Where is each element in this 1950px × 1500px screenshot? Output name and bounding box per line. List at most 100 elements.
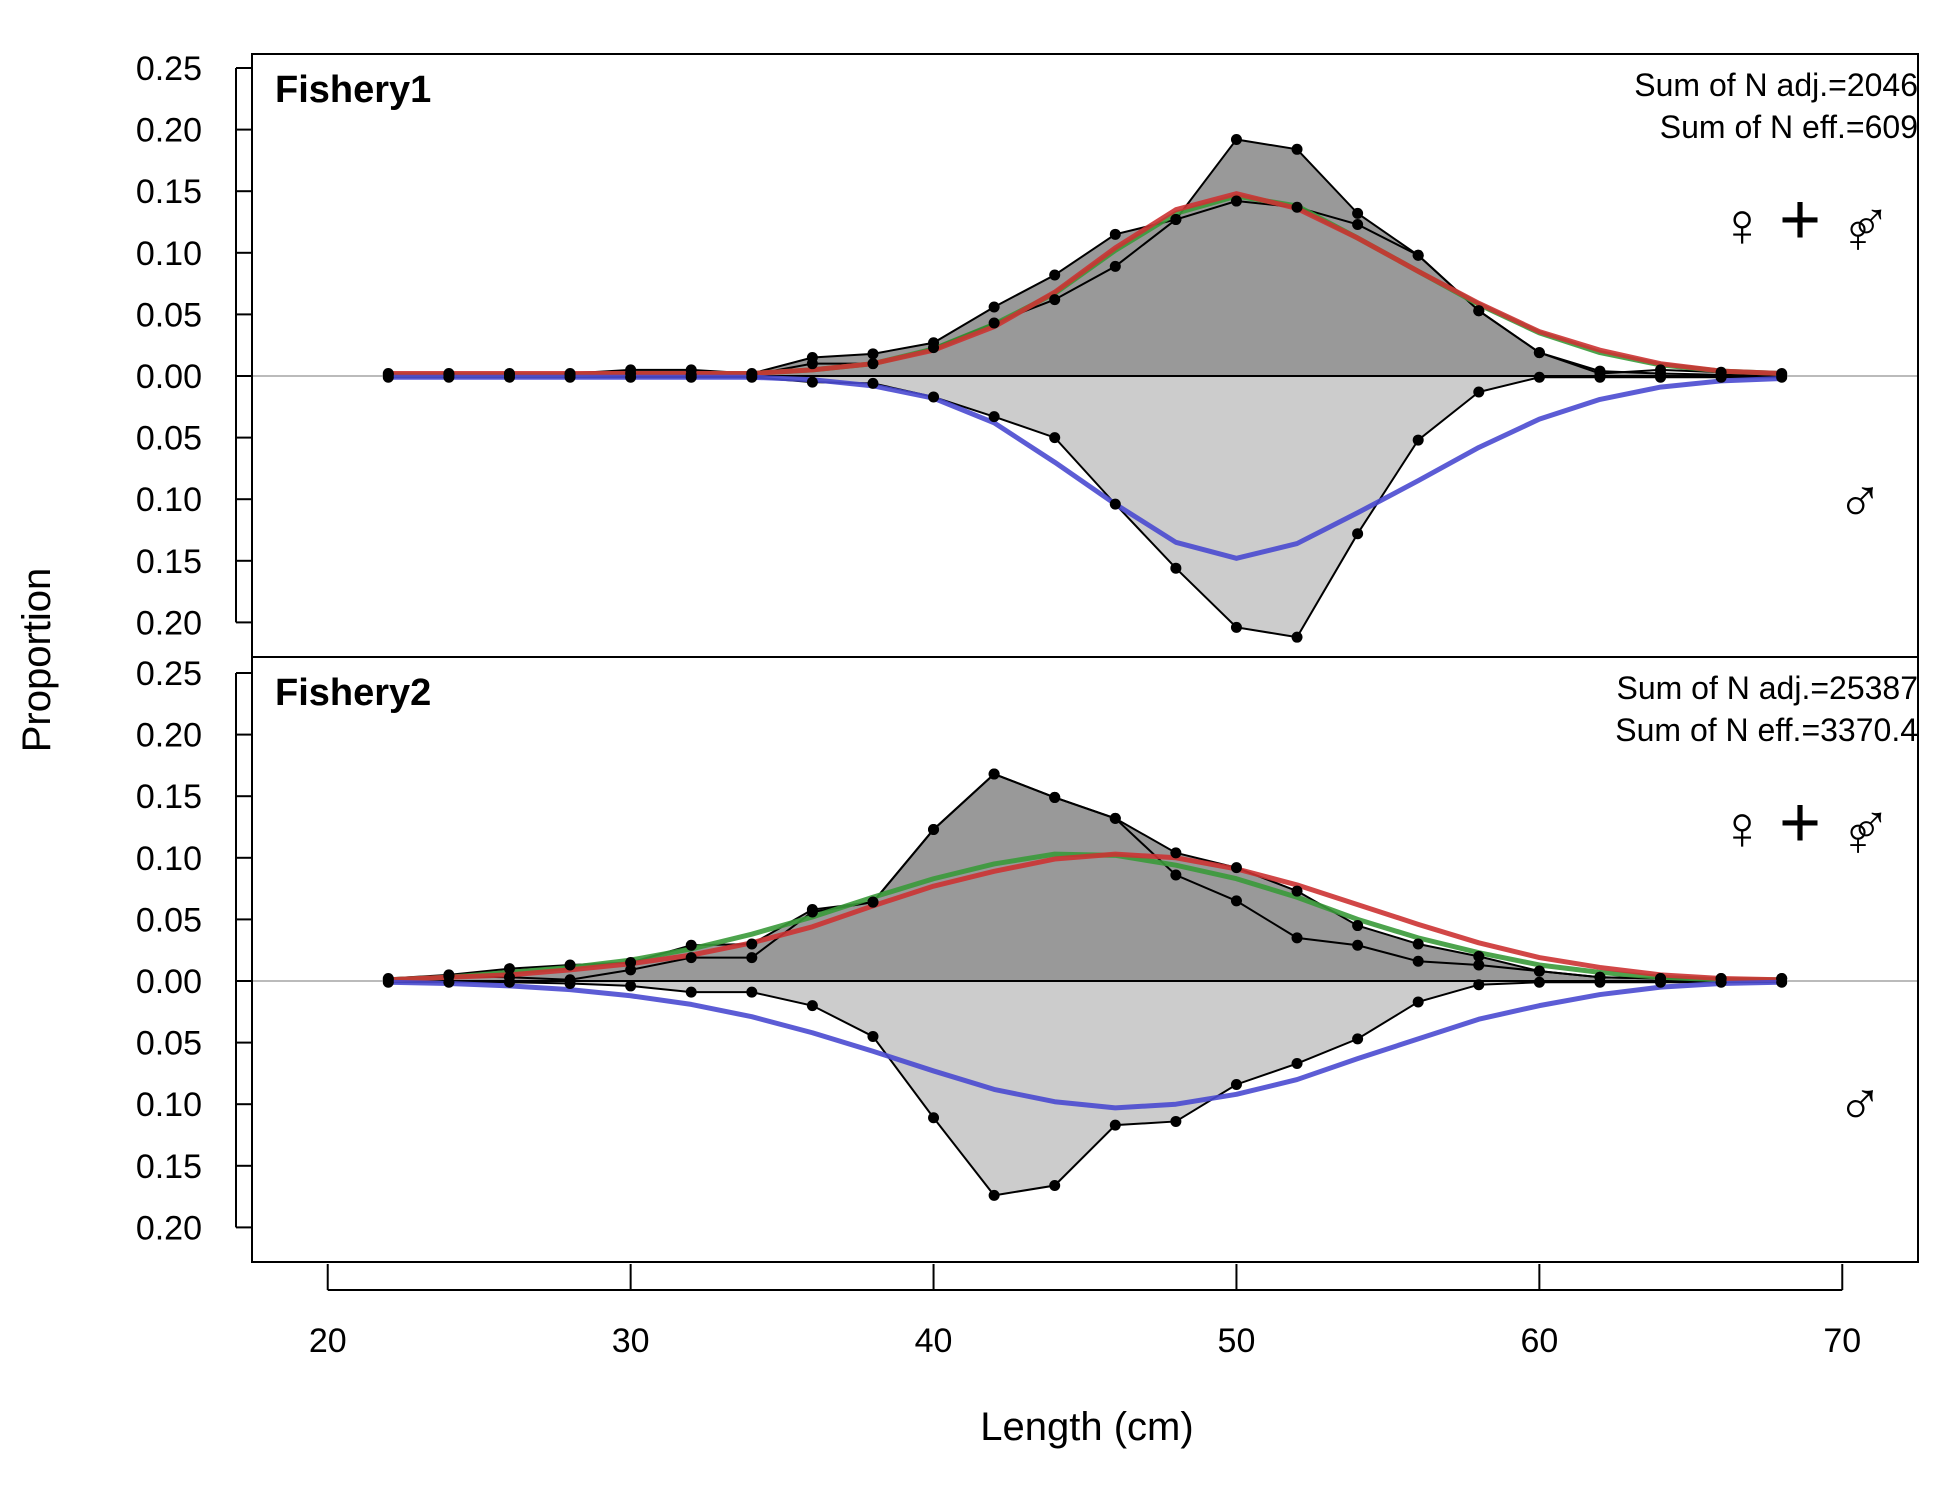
x-tick-label: 40: [915, 1322, 953, 1360]
female-observed-point: [1533, 965, 1545, 977]
sum-n-adj: Sum of N adj.=25387: [1616, 670, 1918, 706]
female-observed-point: [1473, 959, 1485, 971]
x-tick-label: 60: [1520, 1322, 1558, 1360]
male-observed-point: [1715, 371, 1727, 383]
plus-symbol-icon: +: [1779, 180, 1821, 260]
male-observed-point: [746, 986, 758, 998]
female-observed-point: [988, 317, 1000, 329]
y-tick-label: 0.20: [136, 717, 202, 755]
x-tick-label: 50: [1218, 1322, 1256, 1360]
female-observed-point: [1049, 294, 1061, 306]
panel-border: [251, 656, 1919, 1263]
male-observed-point: [1655, 371, 1667, 383]
female-observed-point: [928, 823, 940, 835]
female-observed-point: [1412, 955, 1424, 967]
panel-title: Fishery2: [275, 672, 431, 714]
male-observed-area: [388, 981, 1782, 1196]
female-observed-point: [988, 768, 1000, 780]
female-observed-point: [988, 301, 1000, 313]
male-observed-point: [443, 976, 455, 988]
male-observed-point: [1049, 432, 1061, 444]
female-observed-point: [1412, 938, 1424, 950]
male-observed-point: [928, 1112, 940, 1124]
male-observed-point: [1715, 976, 1727, 988]
male-observed-point: [1230, 1078, 1242, 1090]
female-observed-point: [564, 959, 576, 971]
combined-expected-line: [388, 191, 1782, 377]
female-observed-point: [1049, 791, 1061, 803]
male-observed-point: [1352, 1033, 1364, 1045]
female-observed-point: [1533, 347, 1545, 359]
female-observed-point: [1291, 932, 1303, 944]
male-observed-point: [1776, 371, 1788, 383]
male-observed-point: [1049, 1180, 1061, 1192]
male-observed-point: [1230, 621, 1242, 633]
y-tick-label: 0.05: [136, 901, 202, 939]
y-tick-label: 0.15: [136, 173, 202, 211]
male-observed-point: [443, 371, 455, 383]
y-tick-label: 0.00: [136, 358, 202, 396]
male-observed-point: [1109, 498, 1121, 510]
male-observed-point: [1594, 976, 1606, 988]
male-observed-point: [806, 1000, 818, 1012]
y-tick-label: 0.15: [136, 1148, 202, 1186]
male-symbol-icon: ♂: [1850, 192, 1891, 252]
male-observed-point: [1170, 562, 1182, 574]
male-observed-point: [988, 411, 1000, 423]
sum-n-eff: Sum of N eff.=3370.4: [1615, 712, 1918, 748]
female-observed-point: [1352, 920, 1364, 932]
male-observed-point: [1170, 1115, 1182, 1127]
male-observed-point: [564, 371, 576, 383]
male-observed-point: [503, 976, 515, 988]
female-observed-point: [1473, 305, 1485, 317]
male-expected-line: [388, 374, 1782, 561]
male-observed-point: [867, 1030, 879, 1042]
male-observed-line: [388, 981, 1782, 1197]
male-observed-point: [625, 371, 637, 383]
male-observed-point: [503, 371, 515, 383]
female-observed-point: [1230, 895, 1242, 907]
male-observed-point: [1109, 1119, 1121, 1131]
male-symbol-icon: ♂: [1837, 1070, 1884, 1139]
male-observed-point: [1291, 631, 1303, 643]
y-tick-label: 0.20: [136, 112, 202, 150]
male-expected-line: [388, 979, 1782, 1111]
sum-n-adj: Sum of N adj.=2046: [1634, 67, 1918, 103]
female-observed-line-lower: [388, 772, 1782, 981]
male-observed-point: [1533, 976, 1545, 988]
y-tick-label: 0.25: [136, 655, 202, 693]
y-tick-label: 0.00: [136, 963, 202, 1001]
y-axis-title: Proportion: [15, 568, 59, 753]
female-observed-point: [1352, 939, 1364, 951]
male-observed-point: [1473, 386, 1485, 398]
male-observed-point: [1352, 528, 1364, 540]
female-observed-point: [1230, 862, 1242, 874]
female-observed-point: [867, 896, 879, 908]
female-observed-point: [928, 342, 940, 354]
female-observed-point: [1049, 269, 1061, 281]
plot-area: [252, 133, 1918, 643]
combined-expected-line: [388, 851, 1782, 983]
female-observed-point: [1109, 260, 1121, 272]
y-tick-label: 0.25: [136, 50, 202, 88]
female-observed-point: [806, 358, 818, 370]
female-symbol-icon: ♀: [1719, 191, 1766, 260]
female-observed-point: [746, 938, 758, 950]
female-observed-point: [685, 939, 697, 951]
male-observed-point: [1291, 1058, 1303, 1070]
y-tick-label: 0.20: [136, 604, 202, 642]
plus-symbol-icon: +: [1779, 783, 1821, 863]
female-observed-point: [1170, 214, 1182, 226]
panel-2: 0.25 0.20 0.15 0.10 0.05 0.00 0.05 0.10 0.15 0.20…: [136, 655, 1919, 1263]
y-tick-label: 0.15: [136, 778, 202, 816]
male-observed-point: [1533, 371, 1545, 383]
female-observed-point: [1352, 207, 1364, 219]
female-observed-point: [503, 963, 515, 975]
female-observed-point: [806, 906, 818, 918]
female-observed-point: [867, 348, 879, 360]
male-observed-point: [928, 391, 940, 403]
female-observed-point: [1291, 143, 1303, 155]
female-observed-point: [1291, 885, 1303, 897]
female-symbol-icon: ♀: [1838, 807, 1879, 867]
